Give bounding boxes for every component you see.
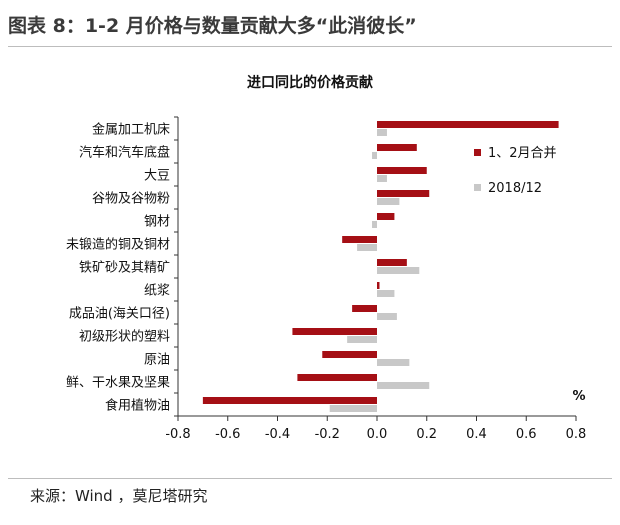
- category-label: 铁矿砂及其精矿: [79, 261, 170, 276]
- category-label: 纸浆: [144, 284, 170, 299]
- category-label: 初级形状的塑料: [79, 329, 170, 345]
- bar-series2: [347, 336, 377, 343]
- x-tick-label: -0.2: [315, 427, 340, 442]
- category-label: 金属加工机床: [92, 122, 170, 138]
- x-tick-label: 0.0: [367, 427, 388, 442]
- unit-label: %: [572, 389, 585, 404]
- category-label: 食用植物油: [105, 398, 170, 414]
- category-label: 成品油(海关口径): [69, 307, 170, 322]
- category-label: 未锻造的铜及铜材: [66, 237, 170, 253]
- figure-title: 图表 8：1-2 月价格与数量贡献大多“此消彼长”: [8, 14, 417, 37]
- bar-series1: [292, 328, 377, 335]
- legend-label-series2: 2018/12: [488, 181, 542, 196]
- bar-series2: [372, 221, 377, 228]
- x-tick-label: 0.2: [416, 427, 437, 442]
- bar-series1: [322, 351, 377, 358]
- category-label: 鲜、干水果及坚果: [66, 376, 170, 391]
- bar-series1: [202, 397, 377, 404]
- bar-series2: [377, 359, 410, 366]
- bar-series1: [377, 259, 407, 266]
- x-tick-label: -0.6: [215, 427, 240, 442]
- bar-series2: [372, 152, 377, 159]
- bar-series2: [377, 175, 387, 182]
- legend-label-series1: 1、2月合并: [488, 146, 557, 161]
- source-note: 来源：Wind ，莫尼塔研究: [30, 487, 208, 505]
- x-tick-label: -0.8: [165, 427, 190, 442]
- bar-series1: [342, 236, 377, 243]
- category-label: 汽车和汽车底盘: [79, 145, 170, 161]
- bar-series2: [377, 382, 430, 389]
- bar-series2: [377, 267, 420, 274]
- category-label: 原油: [144, 353, 170, 368]
- category-label: 大豆: [144, 169, 170, 184]
- legend-swatch-series2: [474, 184, 481, 191]
- bar-series1: [377, 167, 427, 174]
- bottom-divider: [8, 478, 612, 479]
- bar-series1: [377, 190, 430, 197]
- category-label: 谷物及谷物粉: [92, 192, 170, 207]
- bar-series1: [377, 144, 417, 151]
- bar-series1: [377, 121, 559, 128]
- x-tick-label: 0.4: [466, 427, 487, 442]
- bar-series2: [377, 198, 400, 205]
- bar-series1: [352, 305, 377, 312]
- bar-series1: [297, 374, 377, 381]
- bar-chart: -0.8 -0.6 -0.4 -0.2 0.0 0.2 0.4 0.6 0.8 金属加工机床汽车和…: [66, 116, 587, 442]
- top-divider: [8, 46, 612, 47]
- bar-series1: [377, 213, 395, 220]
- bar-series1: [377, 282, 380, 289]
- bar-series2: [377, 129, 387, 136]
- x-tick-label: 0.6: [516, 427, 537, 442]
- bar-series2: [377, 313, 397, 320]
- bar-series2: [329, 405, 377, 412]
- legend-swatch-series1: [474, 149, 481, 156]
- category-label: 钢材: [144, 215, 170, 230]
- x-tick-label: 0.8: [566, 427, 587, 442]
- chart-title: 进口同比的价格贡献: [247, 75, 373, 91]
- bar-series2: [377, 290, 395, 297]
- x-tick-label: -0.4: [265, 427, 290, 442]
- bar-series2: [357, 244, 377, 251]
- chart-area: 进口同比的价格贡献 -0.8 -0.6 -0.4 -0.2 0.0 0.2 0.4 0.6 0.…: [0, 50, 620, 470]
